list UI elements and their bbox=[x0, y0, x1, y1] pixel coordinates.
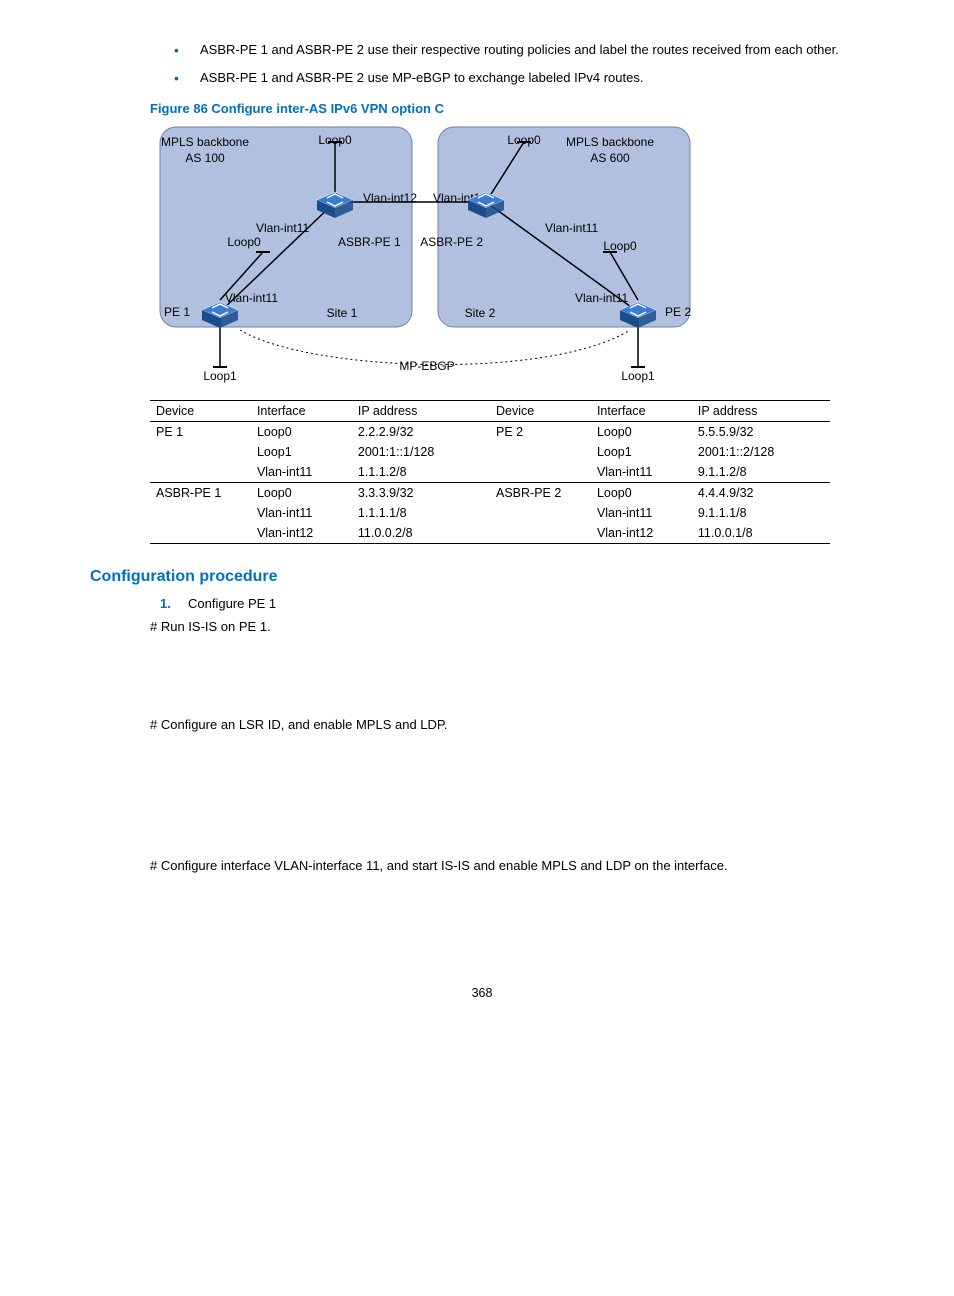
svg-text:AS 600: AS 600 bbox=[590, 151, 630, 165]
table-header-cell: Interface bbox=[251, 401, 352, 422]
svg-text:Loop1: Loop1 bbox=[621, 369, 655, 383]
table-cell: 4.4.4.9/32 bbox=[692, 483, 830, 504]
config-paragraph: # Run IS-IS on PE 1. bbox=[150, 617, 874, 637]
svg-text:Site 1: Site 1 bbox=[327, 306, 358, 320]
intro-bullet-list: ASBR-PE 1 and ASBR-PE 2 use their respec… bbox=[90, 40, 874, 87]
table-row: Vlan-int1211.0.0.2/8Vlan-int1211.0.0.1/8 bbox=[150, 523, 830, 544]
svg-text:Loop0: Loop0 bbox=[318, 133, 352, 147]
svg-text:Loop0: Loop0 bbox=[507, 133, 541, 147]
table-cell: 11.0.0.2/8 bbox=[352, 523, 490, 544]
table-cell: Vlan-int11 bbox=[251, 503, 352, 523]
table-cell: 9.1.1.1/8 bbox=[692, 503, 830, 523]
page-number: 368 bbox=[90, 986, 874, 1000]
table-cell: Vlan-int12 bbox=[251, 523, 352, 544]
table-cell: 9.1.1.2/8 bbox=[692, 462, 830, 483]
svg-text:Vlan-int11: Vlan-int11 bbox=[575, 291, 628, 305]
table-row: PE 1Loop02.2.2.9/32PE 2Loop05.5.5.9/32 bbox=[150, 422, 830, 443]
svg-text:AS 100: AS 100 bbox=[185, 151, 225, 165]
step-list: 1. Configure PE 1 bbox=[130, 596, 874, 611]
table-cell: Loop1 bbox=[251, 442, 352, 462]
svg-text:Loop1: Loop1 bbox=[203, 369, 237, 383]
interface-table: DeviceInterfaceIP addressDeviceInterface… bbox=[150, 400, 830, 544]
table-cell: 1.1.1.1/8 bbox=[352, 503, 490, 523]
table-row: ASBR-PE 1Loop03.3.3.9/32ASBR-PE 2Loop04.… bbox=[150, 483, 830, 504]
table-header-cell: Device bbox=[150, 401, 251, 422]
figure-caption: Figure 86 Configure inter-AS IPv6 VPN op… bbox=[150, 101, 874, 116]
step-number: 1. bbox=[160, 596, 171, 611]
table-header-cell: Interface bbox=[591, 401, 692, 422]
table-cell: Vlan-int11 bbox=[251, 462, 352, 483]
table-cell: Loop0 bbox=[591, 483, 692, 504]
table-row: Vlan-int111.1.1.1/8Vlan-int119.1.1.1/8 bbox=[150, 503, 830, 523]
table-header-row: DeviceInterfaceIP addressDeviceInterface… bbox=[150, 401, 830, 422]
svg-text:PE 1: PE 1 bbox=[164, 305, 190, 319]
table-cell: Loop0 bbox=[591, 422, 692, 443]
table-cell bbox=[490, 442, 591, 462]
table-cell bbox=[490, 523, 591, 544]
diagram-svg: MPLS backbone AS 100 MPLS backbone AS 600 Vl… bbox=[150, 122, 710, 387]
table-cell: ASBR-PE 2 bbox=[490, 483, 591, 504]
table-cell: PE 1 bbox=[150, 422, 251, 443]
table-cell: 2.2.2.9/32 bbox=[352, 422, 490, 443]
config-paragraph: # Configure interface VLAN-interface 11,… bbox=[150, 856, 874, 876]
table-cell bbox=[150, 462, 251, 483]
table-cell: Loop1 bbox=[591, 442, 692, 462]
table-cell: 3.3.3.9/32 bbox=[352, 483, 490, 504]
bullet-item: ASBR-PE 1 and ASBR-PE 2 use their respec… bbox=[170, 40, 874, 60]
svg-text:PE 2: PE 2 bbox=[665, 305, 691, 319]
table-cell bbox=[150, 442, 251, 462]
table-header-cell: IP address bbox=[352, 401, 490, 422]
step-text: Configure PE 1 bbox=[188, 596, 276, 611]
table-cell: Vlan-int11 bbox=[591, 462, 692, 483]
table-cell: PE 2 bbox=[490, 422, 591, 443]
svg-text:Vlan-int11: Vlan-int11 bbox=[545, 221, 598, 235]
table-cell: Loop0 bbox=[251, 483, 352, 504]
svg-text:Vlan-int11: Vlan-int11 bbox=[256, 221, 309, 235]
svg-text:MP-EBGP: MP-EBGP bbox=[399, 359, 454, 373]
svg-text:Loop0: Loop0 bbox=[603, 239, 637, 253]
table-cell bbox=[150, 523, 251, 544]
table-cell bbox=[490, 462, 591, 483]
svg-text:ASBR-PE 2: ASBR-PE 2 bbox=[420, 235, 483, 249]
table-row: Vlan-int111.1.1.2/8Vlan-int119.1.1.2/8 bbox=[150, 462, 830, 483]
table-cell: 5.5.5.9/32 bbox=[692, 422, 830, 443]
svg-text:Vlan-int11: Vlan-int11 bbox=[225, 291, 278, 305]
config-paragraph: # Configure an LSR ID, and enable MPLS a… bbox=[150, 715, 874, 735]
svg-text:MPLS backbone: MPLS backbone bbox=[566, 135, 654, 149]
step-item: 1. Configure PE 1 bbox=[160, 596, 874, 611]
table-cell bbox=[490, 503, 591, 523]
svg-text:Loop0: Loop0 bbox=[227, 235, 261, 249]
table-cell: 2001:1::1/128 bbox=[352, 442, 490, 462]
table-cell bbox=[150, 503, 251, 523]
table-header-cell: Device bbox=[490, 401, 591, 422]
network-diagram: MPLS backbone AS 100 MPLS backbone AS 600 Vl… bbox=[150, 122, 874, 390]
svg-text:MPLS backbone: MPLS backbone bbox=[161, 135, 249, 149]
table-cell: 11.0.0.1/8 bbox=[692, 523, 830, 544]
table-cell: 1.1.1.2/8 bbox=[352, 462, 490, 483]
table-cell: Loop0 bbox=[251, 422, 352, 443]
table-row: Loop12001:1::1/128Loop12001:1::2/128 bbox=[150, 442, 830, 462]
section-heading: Configuration procedure bbox=[90, 568, 874, 586]
svg-text:Vlan-int12: Vlan-int12 bbox=[363, 191, 417, 205]
table-cell: Vlan-int12 bbox=[591, 523, 692, 544]
svg-text:ASBR-PE 1: ASBR-PE 1 bbox=[338, 235, 401, 249]
table-header-cell: IP address bbox=[692, 401, 830, 422]
table-cell: 2001:1::2/128 bbox=[692, 442, 830, 462]
table-cell: ASBR-PE 1 bbox=[150, 483, 251, 504]
svg-text:Site 2: Site 2 bbox=[465, 306, 496, 320]
table-cell: Vlan-int11 bbox=[591, 503, 692, 523]
bullet-item: ASBR-PE 1 and ASBR-PE 2 use MP-eBGP to e… bbox=[170, 68, 874, 88]
